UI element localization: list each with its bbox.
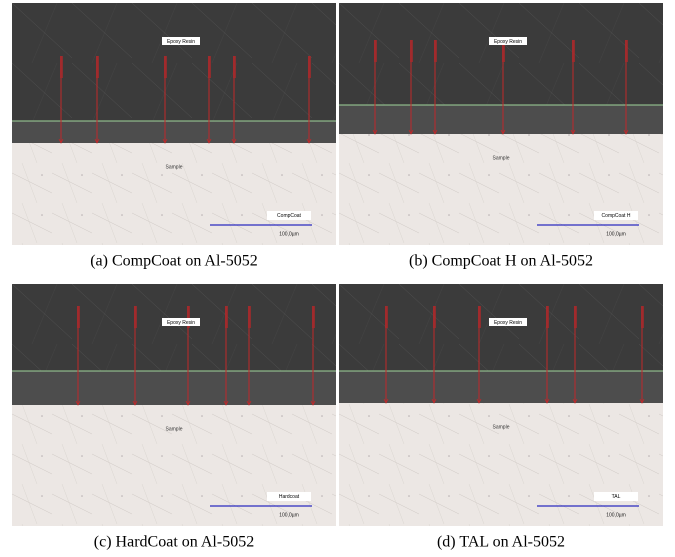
measure-tag bbox=[546, 306, 549, 328]
sample-label: Sample bbox=[493, 155, 510, 161]
panel-caption: (b) CompCoat H on Al-5052 bbox=[409, 253, 593, 270]
panel-caption: (d) TAL on Al-5052 bbox=[437, 534, 565, 551]
measure-tag bbox=[410, 40, 413, 62]
measure-tag bbox=[574, 306, 577, 328]
resin-label: Epoxy Resin bbox=[167, 39, 195, 45]
measure-tag bbox=[225, 306, 228, 328]
sample-label: Sample bbox=[166, 164, 183, 170]
measure-tag bbox=[385, 306, 388, 328]
micrograph-panel: Epoxy Resin Sample TAL 100,0µm bbox=[339, 284, 663, 526]
measure-tag bbox=[208, 56, 211, 78]
measure-tag bbox=[625, 40, 628, 62]
sample-label: Sample bbox=[166, 426, 183, 432]
measure-tag bbox=[134, 306, 137, 328]
coating-label: TAL bbox=[612, 494, 621, 500]
measure-tag bbox=[374, 40, 377, 62]
panel-caption: (c) HardCoat on Al-5052 bbox=[94, 534, 254, 551]
measure-tag bbox=[641, 306, 644, 328]
coating-layer bbox=[12, 371, 336, 405]
measure-tag bbox=[248, 306, 251, 328]
scale-label: 100,0µm bbox=[279, 231, 299, 237]
resin-label: Epoxy Resin bbox=[494, 320, 522, 326]
measure-tag bbox=[233, 56, 236, 78]
measure-tag bbox=[60, 56, 63, 78]
coating-label: CompCoat bbox=[277, 213, 302, 219]
micrograph-panel: Epoxy Resin Sample Hardcoat 100,0µm bbox=[12, 284, 336, 526]
measure-tag bbox=[308, 56, 311, 78]
measure-tag bbox=[96, 56, 99, 78]
measure-tag bbox=[433, 306, 436, 328]
resin-label: Epoxy Resin bbox=[167, 320, 195, 326]
scale-label: 100,0µm bbox=[606, 231, 626, 237]
measure-tag bbox=[77, 306, 80, 328]
sample-label: Sample bbox=[493, 424, 510, 430]
measure-tag bbox=[312, 306, 315, 328]
resin-label: Epoxy Resin bbox=[494, 39, 522, 45]
sample-texture bbox=[12, 405, 336, 526]
coating-layer bbox=[339, 371, 663, 403]
measure-tag bbox=[434, 40, 437, 62]
sample-texture bbox=[12, 143, 336, 245]
coating-layer bbox=[339, 105, 663, 134]
epoxy-texture bbox=[12, 284, 336, 371]
figure: Epoxy Resin Sample CompCoat 100,0µm (a) Comp… bbox=[0, 0, 675, 557]
micrograph-panel: Epoxy Resin Sample CompCoat H 100,0µm bbox=[339, 3, 663, 245]
measure-tag bbox=[478, 306, 481, 328]
coating-label: CompCoat H bbox=[602, 213, 631, 219]
measure-tag bbox=[572, 40, 575, 62]
scale-label: 100,0µm bbox=[279, 512, 299, 518]
sample-texture bbox=[339, 134, 663, 245]
epoxy-texture bbox=[339, 3, 663, 105]
coating-label: Hardcoat bbox=[279, 494, 300, 500]
micrograph-panel: Epoxy Resin Sample CompCoat 100,0µm bbox=[12, 3, 336, 245]
scale-label: 100,0µm bbox=[606, 512, 626, 518]
measure-tag bbox=[164, 56, 167, 78]
panel-caption: (a) CompCoat on Al-5052 bbox=[90, 253, 258, 270]
sample-texture bbox=[339, 403, 663, 526]
